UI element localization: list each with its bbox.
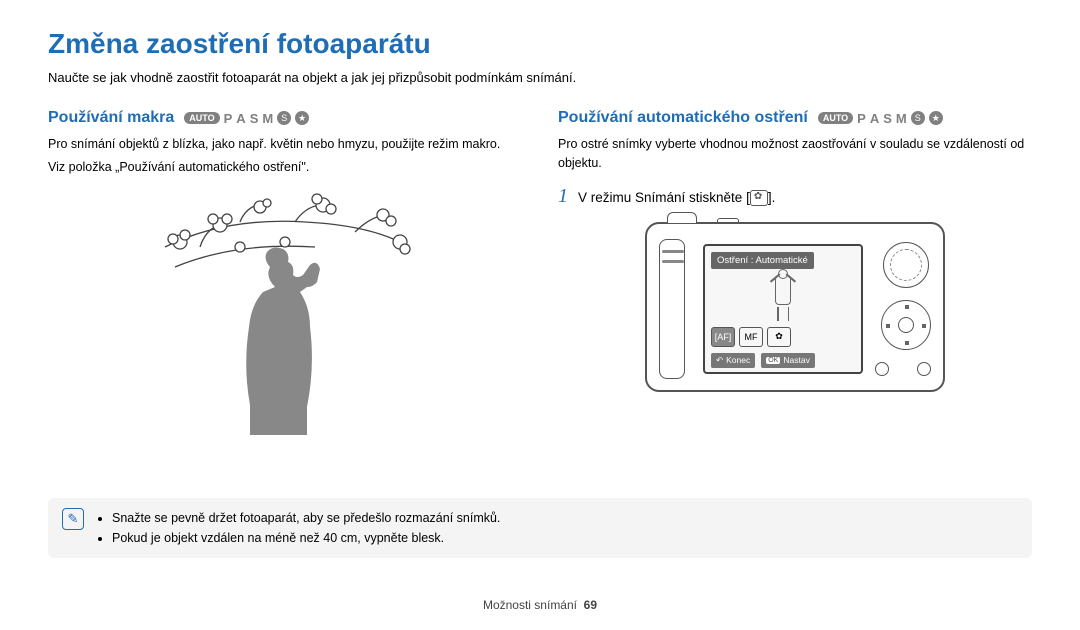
mode-icons-right: AUTO P A S M S ★ [818,111,943,126]
camera-illustration-wrap: Ostření : Automatické [AF] MF ✿ [558,222,1032,392]
intro-text: Naučte se jak vhodně zaostřit fotoaparát… [48,70,1032,85]
note-icon: ✎ [62,508,84,530]
screen-back-label: ↶Konec [711,353,755,368]
screen-footer: ↶Konec OKNastav [711,353,855,368]
step-1-number: 1 [558,185,568,208]
camera-grip [659,239,685,379]
mode-a: A [236,111,245,126]
camera-illustration: Ostření : Automatické [AF] MF ✿ [645,222,945,392]
note-item-2: Pokud je objekt vzdálen na méně než 40 c… [112,528,500,548]
left-para1: Pro snímání objektů z blízka, jako např.… [48,135,522,154]
screen-preview [711,269,855,321]
note-box: ✎ Snažte se pevně držet fotoaparát, aby … [48,498,1032,558]
step-1-text-b: ]. [768,190,776,205]
page-title: Změna zaostření fotoaparátu [48,28,1032,60]
screen-foot-1-text: Konec [726,355,750,365]
camera-btn-2 [917,362,931,376]
mode-dot-s: S [277,111,291,125]
focus-mf-icon: MF [739,327,763,347]
footer-page-number: 69 [584,598,597,612]
mode-s-r: S [883,111,892,126]
left-header: Používání makra AUTO P A S M S ★ [48,109,522,127]
right-para1: Pro ostré snímky vyberte vhodnou možnost… [558,135,1032,173]
camera-shutter [667,212,697,224]
left-column: Používání makra AUTO P A S M S ★ Pro sní… [48,109,522,437]
page-footer: Možnosti snímání 69 [0,598,1080,612]
mode-dot-star-r: ★ [929,111,943,125]
screen-focus-icons: [AF] MF ✿ [711,327,855,347]
step-1: 1 V režimu Snímání stiskněte []. [558,185,1032,208]
right-header: Používání automatického ostření AUTO P A… [558,109,1032,127]
mode-auto-badge: AUTO [184,112,219,124]
flower-person-silhouette [145,187,425,437]
right-title: Používání automatického ostření [558,109,808,127]
mode-dot-s-r: S [911,111,925,125]
focus-af-icon: [AF] [711,327,735,347]
note-item-1: Snažte se pevně držet fotoaparát, aby se… [112,508,500,528]
back-icon: ↶ [716,355,723,366]
ok-icon: OK [766,357,780,364]
screen-foot-2-text: Nastav [783,355,809,365]
screen-ok-label: OKNastav [761,353,815,368]
camera-dpad [881,300,931,350]
screen-person-icon [769,269,797,321]
mode-dot-star: ★ [295,111,309,125]
mode-icons-left: AUTO P A S M S ★ [184,111,309,126]
step-1-text-a: V režimu Snímání stiskněte [ [578,190,750,205]
mode-a-r: A [870,111,879,126]
left-title: Používání makra [48,109,174,127]
right-column: Používání automatického ostření AUTO P A… [558,109,1032,437]
mode-s: S [250,111,259,126]
screen-title: Ostření : Automatické [711,252,814,269]
macro-button-icon [750,190,768,206]
mode-auto-badge-r: AUTO [818,112,853,124]
mode-m-r: M [896,111,907,126]
camera-screen: Ostření : Automatické [AF] MF ✿ [703,244,863,374]
mode-p-r: P [857,111,866,126]
step-1-text: V režimu Snímání stiskněte []. [578,190,775,206]
mode-m: M [262,111,273,126]
macro-illustration [48,187,522,437]
focus-macro-icon: ✿ [767,327,791,347]
camera-mode-dial [883,242,929,288]
footer-label: Možnosti snímání [483,598,577,612]
mode-p: P [224,111,233,126]
camera-flash-bump [717,218,739,224]
camera-btn-1 [875,362,889,376]
content-columns: Používání makra AUTO P A S M S ★ Pro sní… [48,109,1032,437]
note-list: Snažte se pevně držet fotoaparát, aby se… [94,508,500,548]
left-para2: Viz položka „Používání automatického ost… [48,158,522,177]
